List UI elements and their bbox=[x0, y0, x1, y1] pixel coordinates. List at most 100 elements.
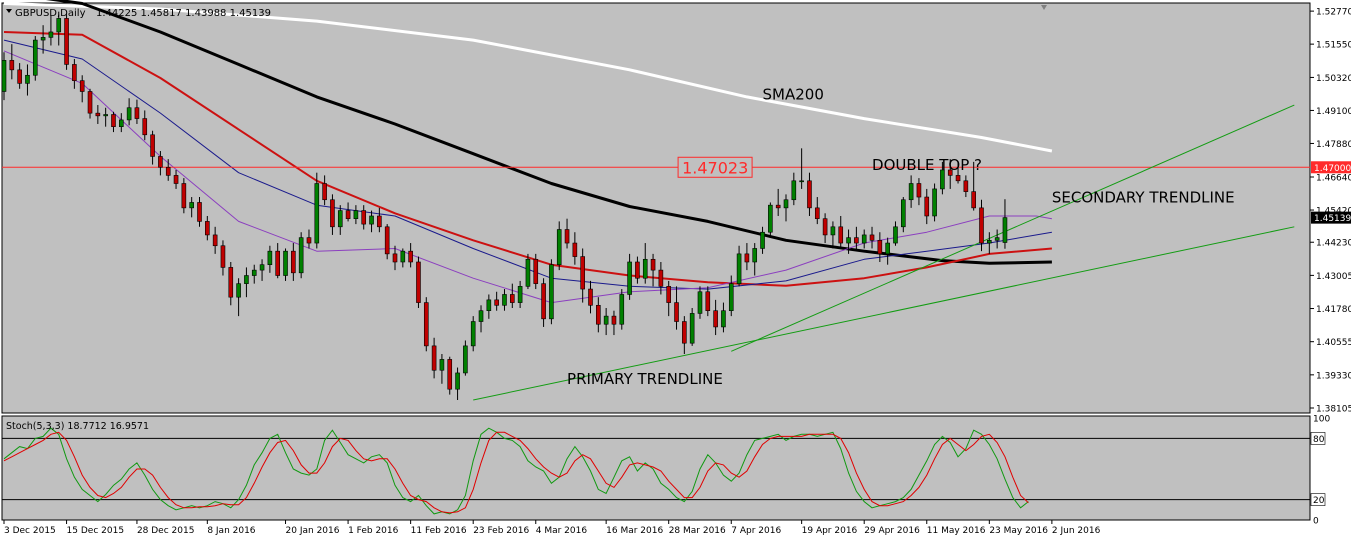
time-tick-label: 23 Feb 2016 bbox=[473, 526, 529, 536]
candle-body bbox=[244, 275, 249, 284]
time-tick-label: 29 Apr 2016 bbox=[864, 526, 920, 536]
annotation-label: PRIMARY TRENDLINE bbox=[567, 370, 723, 388]
candle-body bbox=[119, 119, 124, 127]
candle-body bbox=[893, 226, 898, 244]
candle-body bbox=[736, 253, 742, 284]
symbol-label: GBPUSD,Daily bbox=[15, 8, 86, 19]
candle-body bbox=[768, 204, 773, 233]
candle-body bbox=[877, 240, 883, 255]
candle-body bbox=[611, 315, 617, 325]
stochastic-tick-label: 80 bbox=[1313, 435, 1325, 445]
time-tick-label: 11 Feb 2016 bbox=[411, 526, 467, 536]
time-tick-label: 23 May 2016 bbox=[989, 526, 1048, 536]
stochastic-main-line bbox=[3, 427, 1029, 515]
candle-body bbox=[470, 321, 476, 347]
price-tick-label: 1.51550 bbox=[1316, 41, 1351, 51]
candle-body bbox=[103, 114, 108, 117]
price-tick-label: 1.49100 bbox=[1316, 107, 1351, 117]
trendlines bbox=[473, 104, 1295, 401]
candle-body bbox=[298, 237, 304, 274]
candle-body bbox=[259, 264, 265, 271]
candle-body bbox=[181, 183, 187, 209]
candle-body bbox=[494, 299, 499, 306]
candle-body bbox=[869, 234, 875, 241]
candle-body bbox=[947, 169, 953, 176]
annotations: SMA200 DOUBLE TOP ? SECONDARY TRENDLINE PRI… bbox=[567, 86, 1235, 388]
price-tick-label: 1.45420 bbox=[1316, 207, 1351, 217]
level-axis-box bbox=[1311, 161, 1351, 174]
candle-body bbox=[721, 310, 726, 328]
candle-body bbox=[1002, 217, 1008, 243]
candle-body bbox=[486, 299, 492, 312]
candle-body bbox=[549, 264, 554, 320]
candle-body bbox=[205, 221, 210, 236]
stochastic-lines: 100 80 20 0 bbox=[2, 415, 1330, 527]
annotation-label: SMA200 bbox=[763, 86, 824, 104]
candle-body bbox=[478, 310, 484, 322]
candle-body bbox=[267, 250, 273, 265]
candle-body bbox=[728, 283, 734, 312]
candle-body bbox=[689, 313, 695, 344]
candle-body bbox=[423, 302, 429, 347]
price-tick-label: 1.44230 bbox=[1316, 239, 1351, 249]
price-axis: 1.52770 1.51550 1.50320 1.49100 1.47880 1.466… bbox=[1310, 8, 1351, 414]
candle-body bbox=[416, 261, 421, 303]
candle-body bbox=[25, 74, 30, 84]
candle-body bbox=[439, 359, 445, 371]
candle-body bbox=[987, 240, 992, 244]
candle-body bbox=[322, 183, 327, 201]
time-axis: 3 Dec 2015 15 Dec 2015 28 Dec 2015 8 Jan 20… bbox=[3, 520, 1101, 536]
candle-body bbox=[799, 180, 804, 183]
candle-body bbox=[197, 202, 202, 222]
candle-body bbox=[760, 231, 765, 249]
candle-body bbox=[666, 286, 672, 303]
candle-body bbox=[822, 218, 828, 236]
candle-body bbox=[580, 256, 585, 290]
candle-body bbox=[517, 286, 523, 303]
candle-body bbox=[126, 107, 132, 121]
candle-body bbox=[236, 283, 241, 298]
candle-body bbox=[846, 237, 851, 244]
candle-body bbox=[9, 60, 15, 71]
candle-body bbox=[384, 226, 390, 255]
candle-body bbox=[627, 261, 632, 295]
candle-body bbox=[283, 250, 288, 276]
price-panel[interactable] bbox=[1, 2, 1311, 414]
stochastic-tick-label: 100 bbox=[1313, 415, 1330, 425]
dropdown-triangle-icon[interactable] bbox=[6, 9, 12, 13]
candle-body bbox=[150, 134, 155, 157]
time-tick-label: 28 Mar 2016 bbox=[669, 526, 726, 536]
candle-body bbox=[807, 180, 812, 209]
price-tick-label: 1.52770 bbox=[1316, 8, 1351, 18]
candle-body bbox=[392, 253, 398, 263]
candle-body bbox=[87, 91, 93, 114]
candle-body bbox=[1, 60, 7, 92]
trendline-secondary-trendline bbox=[731, 104, 1295, 352]
candle-body bbox=[830, 226, 836, 236]
horizontal-levels: 1.47023 1.47000 1.45139 bbox=[2, 156, 1351, 224]
moving-averages bbox=[3, 0, 1053, 304]
candle-body bbox=[306, 237, 312, 244]
stochastic-tick-label: 0 bbox=[1313, 517, 1319, 527]
candle-body bbox=[963, 180, 969, 192]
price-tick-label: 1.46640 bbox=[1316, 174, 1351, 184]
candle-body bbox=[400, 250, 406, 263]
time-tick-label: 3 Dec 2015 bbox=[4, 526, 56, 536]
candle-body bbox=[541, 283, 546, 320]
shift-marker-icon[interactable] bbox=[1041, 5, 1047, 10]
candle-body bbox=[556, 229, 562, 265]
candle-body bbox=[502, 294, 507, 306]
candle-body bbox=[142, 118, 148, 136]
candle-body bbox=[908, 183, 914, 201]
candle-body bbox=[165, 166, 171, 176]
candle-body bbox=[64, 18, 69, 65]
candle-body bbox=[533, 258, 539, 284]
stochastic-tick-label: 20 bbox=[1313, 496, 1325, 506]
time-tick-label: 16 Mar 2016 bbox=[606, 526, 663, 536]
time-tick-label: 11 May 2016 bbox=[927, 526, 986, 536]
price-tick-label: 1.40555 bbox=[1316, 338, 1351, 348]
candle-body bbox=[619, 294, 625, 325]
candle-body bbox=[783, 199, 789, 209]
stochastic-level-box bbox=[1310, 493, 1326, 506]
